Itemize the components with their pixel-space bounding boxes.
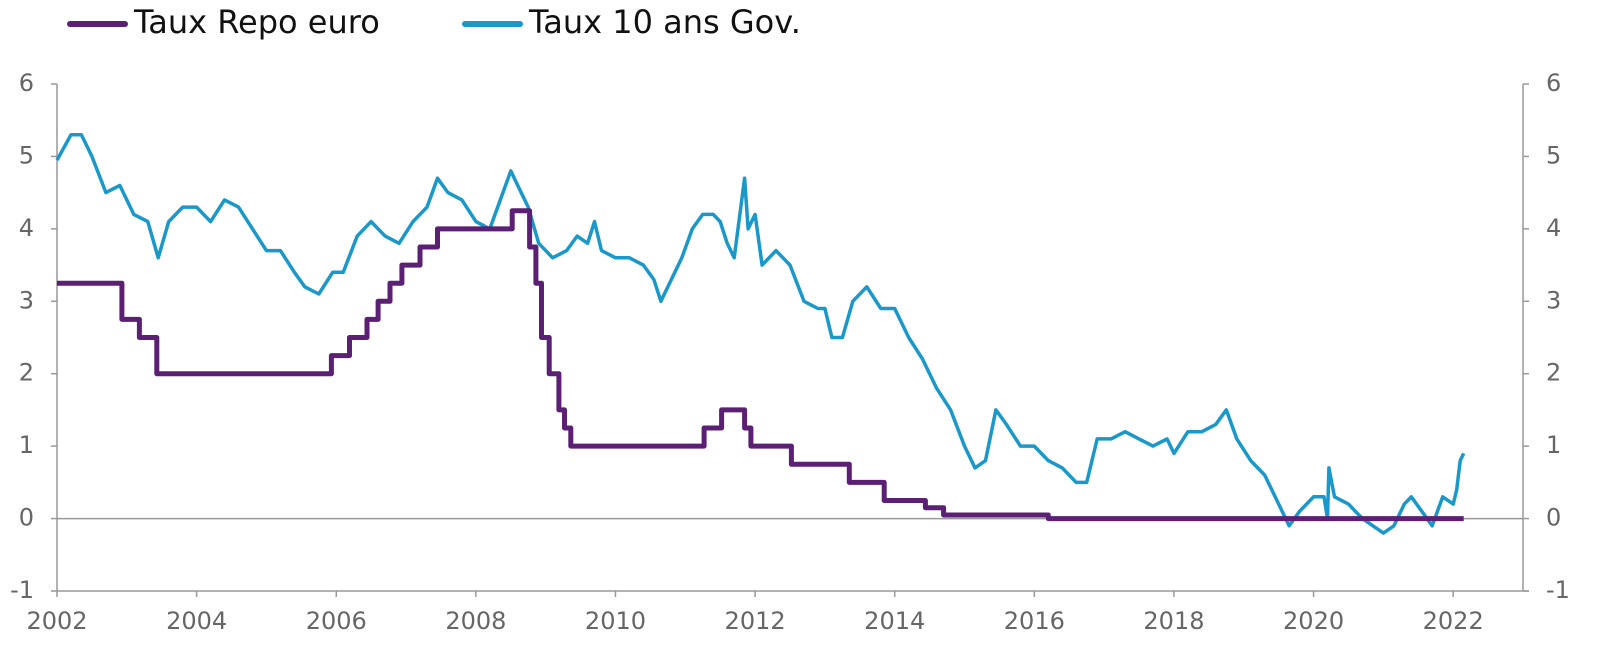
x-tick-label: 2006 [306,607,367,635]
x-tick-label: 2020 [1283,607,1344,635]
x-tick-label: 2018 [1143,607,1204,635]
series-line [55,132,1466,535]
x-tick-label: 2012 [725,607,786,635]
legend-label: Taux Repo euro [133,3,380,41]
y2-tick-label: -1 [1546,576,1570,604]
y2-tick-label: 1 [1546,431,1561,459]
y2-tick-label: 2 [1546,359,1561,387]
y-tick-label: -1 [10,576,34,604]
y-tick-label: 3 [19,286,34,314]
y-tick-label: 2 [19,359,34,387]
y-tick-label: 5 [19,141,34,169]
x-tick-label: 2022 [1423,607,1484,635]
y2-tick-label: 6 [1546,69,1561,97]
x-tick-label: 2016 [1004,607,1065,635]
y-tick-label: 6 [19,69,34,97]
y-tick-label: 4 [19,214,34,242]
x-tick-label: 2002 [26,607,87,635]
x-tick-label: 2010 [585,607,646,635]
x-tick-label: 2014 [864,607,925,635]
y-tick-label: 0 [19,504,34,532]
y2-tick-label: 5 [1546,141,1561,169]
legend-label: Taux 10 ans Gov. [528,3,801,41]
y2-tick-label: 4 [1546,214,1561,242]
y2-tick-label: 0 [1546,504,1561,532]
x-tick-label: 2004 [166,607,227,635]
x-tick-label: 2008 [445,607,506,635]
y2-tick-label: 3 [1546,286,1561,314]
series-line [57,208,1464,522]
y-tick-label: 1 [19,431,34,459]
